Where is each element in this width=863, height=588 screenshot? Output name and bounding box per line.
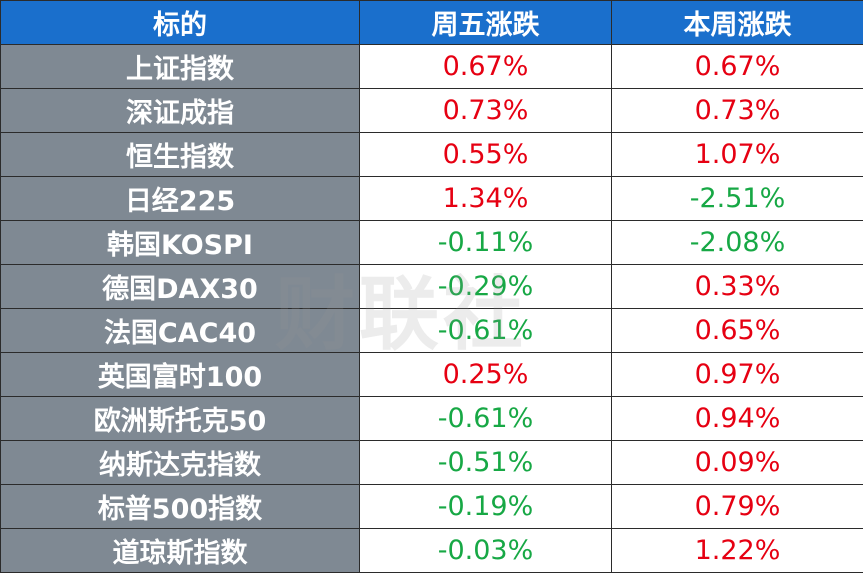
index-name: 韩国KOSPI bbox=[0, 220, 360, 265]
change-cell: 0.73% bbox=[359, 88, 612, 133]
table-row: 上证指数 0.67% 0.67% bbox=[0, 44, 863, 89]
change-cell: 0.33% bbox=[611, 264, 863, 309]
index-name: 道琼斯指数 bbox=[0, 528, 360, 573]
index-table: 标的 周五涨跌 本周涨跌 上证指数 0.67% 0.67% 深证成指 0.73% 0.73% 恒… bbox=[0, 0, 863, 573]
index-name: 纳斯达克指数 bbox=[0, 440, 360, 485]
index-name: 日经225 bbox=[0, 176, 360, 221]
table-row: 标普500指数 -0.19% 0.79% bbox=[0, 484, 863, 529]
change-cell: 0.25% bbox=[359, 352, 612, 397]
header-cell: 标的 bbox=[0, 0, 360, 45]
change-cell: 0.73% bbox=[611, 88, 863, 133]
header-cell: 周五涨跌 bbox=[359, 0, 612, 45]
change-cell: -0.11% bbox=[359, 220, 612, 265]
change-cell: -0.61% bbox=[359, 308, 612, 353]
index-name: 上证指数 bbox=[0, 44, 360, 89]
table-row: 恒生指数 0.55% 1.07% bbox=[0, 132, 863, 177]
change-cell: -0.51% bbox=[359, 440, 612, 485]
table-row: 深证成指 0.73% 0.73% bbox=[0, 88, 863, 133]
index-name: 德国DAX30 bbox=[0, 264, 360, 309]
change-cell: 0.55% bbox=[359, 132, 612, 177]
change-cell: -0.29% bbox=[359, 264, 612, 309]
table-row: 英国富时100 0.25% 0.97% bbox=[0, 352, 863, 397]
change-cell: 1.07% bbox=[611, 132, 863, 177]
table-row: 纳斯达克指数 -0.51% 0.09% bbox=[0, 440, 863, 485]
index-name: 恒生指数 bbox=[0, 132, 360, 177]
change-cell: 1.34% bbox=[359, 176, 612, 221]
index-name: 标普500指数 bbox=[0, 484, 360, 529]
change-cell: -0.03% bbox=[359, 528, 612, 573]
change-cell: 0.67% bbox=[359, 44, 612, 89]
table-row: 日经225 1.34% -2.51% bbox=[0, 176, 863, 221]
change-cell: -2.08% bbox=[611, 220, 863, 265]
table-body: 上证指数 0.67% 0.67% 深证成指 0.73% 0.73% 恒生指数 0.55% 1.0… bbox=[0, 44, 863, 573]
table-row: 韩国KOSPI -0.11% -2.08% bbox=[0, 220, 863, 265]
table-row: 欧洲斯托克50 -0.61% 0.94% bbox=[0, 396, 863, 441]
change-cell: 0.79% bbox=[611, 484, 863, 529]
change-cell: 1.22% bbox=[611, 528, 863, 573]
index-name: 深证成指 bbox=[0, 88, 360, 133]
table-row: 法国CAC40 -0.61% 0.65% bbox=[0, 308, 863, 353]
table-row: 德国DAX30 -0.29% 0.33% bbox=[0, 264, 863, 309]
header-cell: 本周涨跌 bbox=[611, 0, 863, 45]
change-cell: 0.67% bbox=[611, 44, 863, 89]
index-name: 英国富时100 bbox=[0, 352, 360, 397]
change-cell: -2.51% bbox=[611, 176, 863, 221]
change-cell: 0.09% bbox=[611, 440, 863, 485]
index-name: 欧洲斯托克50 bbox=[0, 396, 360, 441]
index-name: 法国CAC40 bbox=[0, 308, 360, 353]
change-cell: 0.94% bbox=[611, 396, 863, 441]
change-cell: 0.65% bbox=[611, 308, 863, 353]
table-row: 道琼斯指数 -0.03% 1.22% bbox=[0, 528, 863, 573]
change-cell: -0.19% bbox=[359, 484, 612, 529]
change-cell: 0.97% bbox=[611, 352, 863, 397]
header-row: 标的 周五涨跌 本周涨跌 bbox=[0, 0, 863, 45]
change-cell: -0.61% bbox=[359, 396, 612, 441]
